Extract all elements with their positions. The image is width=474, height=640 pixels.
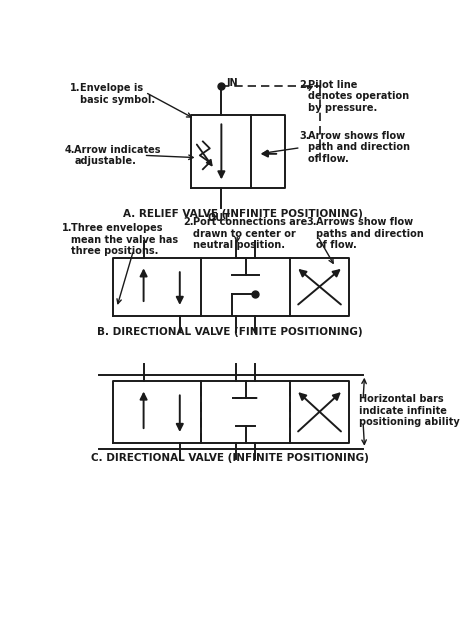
Text: 3.: 3. bbox=[299, 131, 310, 141]
Text: Port connections are
drawn to center or
neutral position.: Port connections are drawn to center or … bbox=[193, 217, 307, 250]
Text: Arrow shows flow
path and direction
of flow.: Arrow shows flow path and direction of f… bbox=[309, 131, 410, 164]
Text: 2.: 2. bbox=[183, 217, 194, 227]
Text: 3.: 3. bbox=[307, 217, 317, 227]
Text: 2.: 2. bbox=[299, 80, 310, 90]
Text: Envelope is
basic symbol.: Envelope is basic symbol. bbox=[81, 83, 155, 104]
Text: A. RELIEF VALVE (INFINITE POSITIONING): A. RELIEF VALVE (INFINITE POSITIONING) bbox=[123, 209, 363, 219]
Text: IN: IN bbox=[226, 78, 237, 88]
Text: Pilot line
denotes operation
by pressure.: Pilot line denotes operation by pressure… bbox=[309, 80, 410, 113]
Text: 1.: 1. bbox=[62, 223, 73, 233]
Text: Arrow indicates
adjustable.: Arrow indicates adjustable. bbox=[74, 145, 161, 166]
Text: 4.: 4. bbox=[64, 145, 75, 154]
Text: B. DIRECTIONAL VALVE (FINITE POSITIONING): B. DIRECTIONAL VALVE (FINITE POSITIONING… bbox=[97, 328, 363, 337]
Text: OUT: OUT bbox=[208, 213, 230, 223]
Text: Three envelopes
mean the valve has
three positions.: Three envelopes mean the valve has three… bbox=[71, 223, 178, 256]
Text: C. DIRECTIONAL VALVE (INFINITE POSITIONING): C. DIRECTIONAL VALVE (INFINITE POSITIONI… bbox=[91, 453, 369, 463]
Text: 1.: 1. bbox=[70, 83, 80, 93]
Text: Horizontal bars
indicate infinite
positioning ability: Horizontal bars indicate infinite positi… bbox=[359, 394, 460, 428]
Text: Arrows show flow
paths and direction
of flow.: Arrows show flow paths and direction of … bbox=[316, 217, 424, 250]
